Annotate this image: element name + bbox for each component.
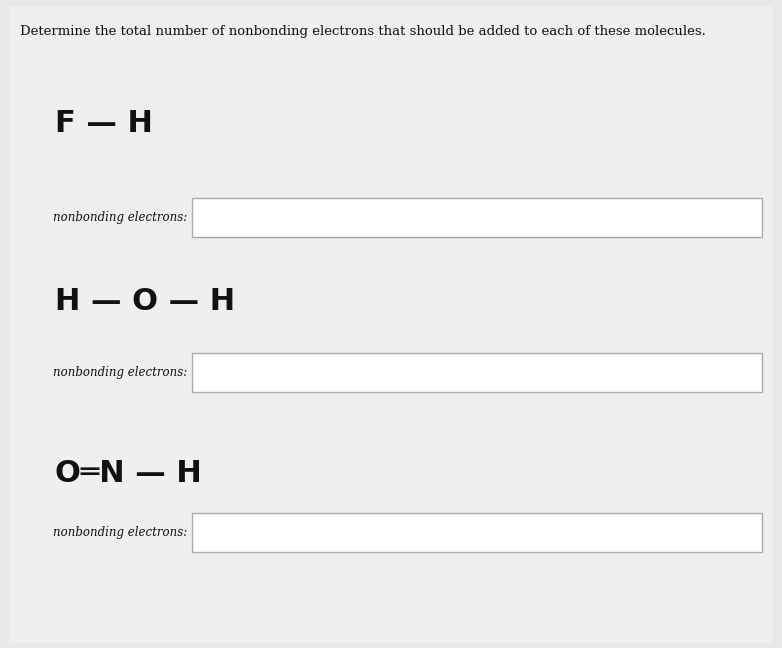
Text: F — H: F — H xyxy=(55,109,152,137)
Text: nonbonding electrons:: nonbonding electrons: xyxy=(53,366,188,379)
FancyBboxPatch shape xyxy=(192,513,762,552)
Text: O═N — H: O═N — H xyxy=(55,459,202,487)
Text: H — O — H: H — O — H xyxy=(55,287,235,316)
FancyBboxPatch shape xyxy=(192,353,762,392)
Text: nonbonding electrons:: nonbonding electrons: xyxy=(53,211,188,224)
Text: Determine the total number of nonbonding electrons that should be added to each : Determine the total number of nonbonding… xyxy=(20,25,705,38)
FancyBboxPatch shape xyxy=(192,198,762,237)
FancyBboxPatch shape xyxy=(9,6,773,643)
Text: nonbonding electrons:: nonbonding electrons: xyxy=(53,526,188,539)
